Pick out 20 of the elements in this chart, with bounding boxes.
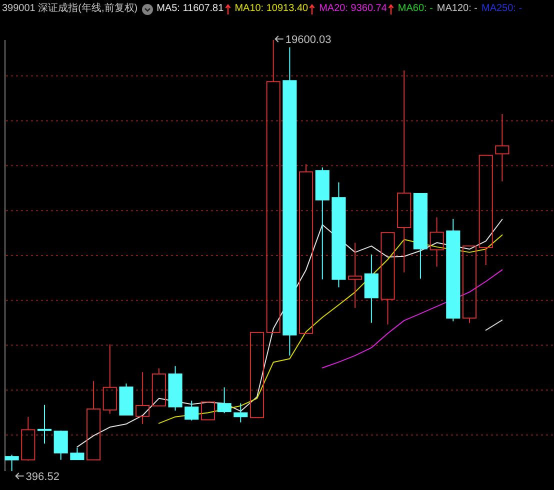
candlestick <box>37 404 52 444</box>
candlestick <box>397 70 412 273</box>
candlestick <box>234 402 248 423</box>
candlestick <box>282 46 297 356</box>
candlestick <box>348 242 362 308</box>
candlestick <box>495 114 510 182</box>
candlestick <box>446 218 460 322</box>
text: MA250: - <box>482 2 522 16</box>
candlestick <box>136 372 150 424</box>
text: MA10: 10913.40 <box>234 2 308 16</box>
text: MA60: - <box>398 2 433 16</box>
candlestick <box>430 216 444 268</box>
text: MA120: - <box>436 2 478 16</box>
text: MA5: 11607.81 <box>156 2 224 16</box>
annotation: 396.52 <box>26 471 60 483</box>
candlestick <box>102 344 117 414</box>
text: MA20: 9360.74 <box>319 2 387 16</box>
chart-title: 399001 深证成指(年线,前复权) <box>2 2 138 16</box>
candlestick <box>364 254 378 324</box>
annotation: 19600.03 <box>285 34 332 46</box>
